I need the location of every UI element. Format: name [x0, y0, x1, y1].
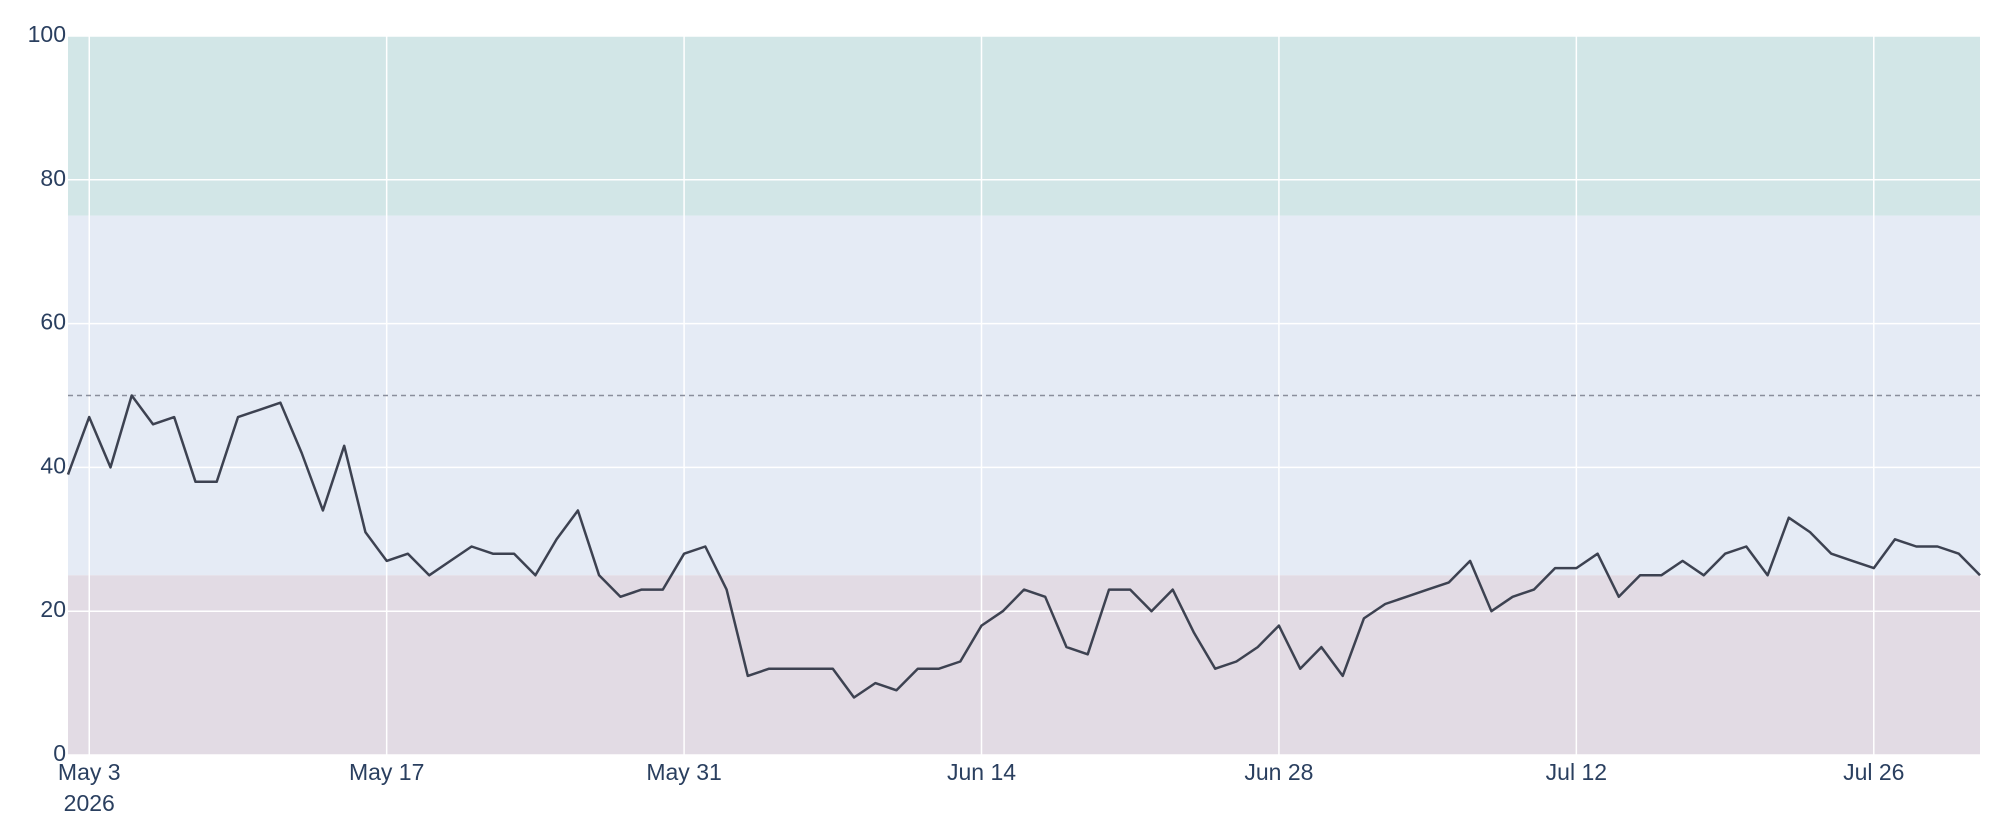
y-tick-label: 100	[28, 21, 66, 47]
x-tick-label: May 3 2026	[58, 759, 121, 816]
y-tick-label: 60	[40, 309, 66, 335]
x-tick-label: Jun 28	[1244, 759, 1313, 785]
y-tick-label: 20	[40, 596, 66, 622]
x-tick-label: May 31	[646, 759, 721, 785]
band	[68, 36, 1980, 216]
y-tick-label: 40	[40, 452, 66, 478]
y-tick-label: 0	[53, 740, 66, 766]
x-tick-label: Jun 14	[947, 759, 1016, 785]
x-tick-label: Jul 26	[1843, 759, 1904, 785]
band	[68, 575, 1980, 755]
x-tick-label: May 17	[349, 759, 424, 785]
y-tick-label: 80	[40, 165, 66, 191]
line	[66, 394, 1981, 699]
x-tick-label: Jul 12	[1546, 759, 1607, 785]
